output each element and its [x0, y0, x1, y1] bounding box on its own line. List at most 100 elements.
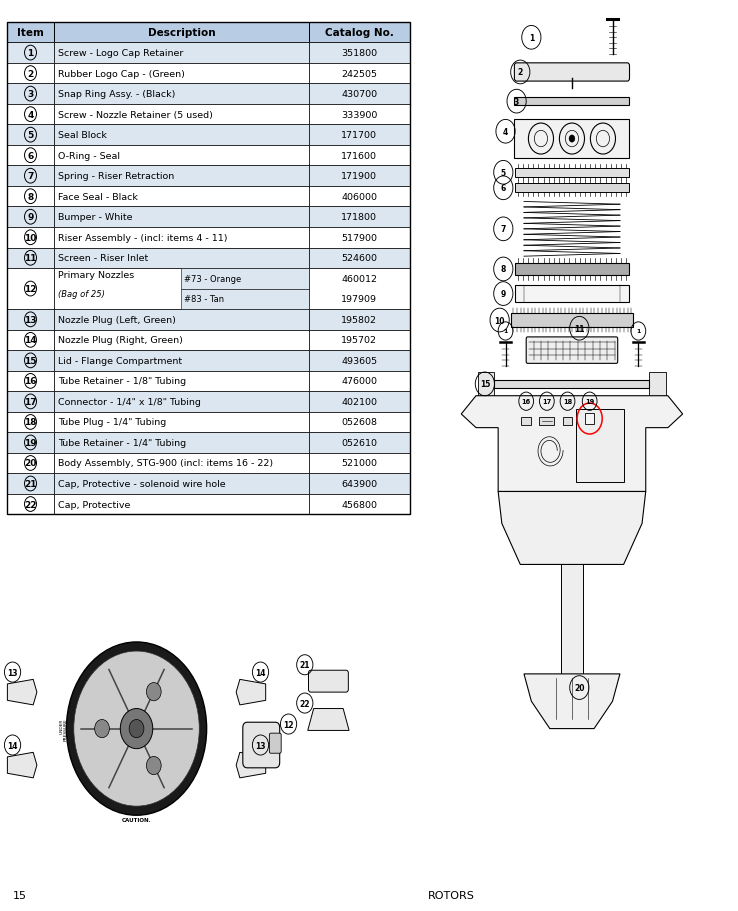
- Bar: [539, 417, 554, 425]
- Text: 21: 21: [24, 479, 37, 488]
- Bar: [514, 120, 629, 159]
- Text: 197909: 197909: [341, 295, 377, 304]
- Bar: [521, 417, 531, 425]
- Text: 406000: 406000: [341, 192, 377, 201]
- Text: 195702: 195702: [341, 336, 377, 345]
- Bar: [54, 84, 309, 105]
- Bar: [7, 269, 54, 310]
- Circle shape: [129, 720, 144, 738]
- Bar: [54, 187, 309, 207]
- Bar: [309, 146, 410, 166]
- Bar: [54, 453, 309, 474]
- Polygon shape: [236, 752, 266, 778]
- Text: O-Ring - Seal: O-Ring - Seal: [58, 151, 120, 160]
- Text: 13: 13: [7, 668, 18, 677]
- Polygon shape: [7, 680, 37, 705]
- Bar: [7, 23, 54, 43]
- Text: Nozzle Plug (Right, Green): Nozzle Plug (Right, Green): [58, 336, 183, 345]
- Bar: [54, 371, 309, 392]
- Bar: [7, 248, 54, 269]
- Text: Bumper - White: Bumper - White: [58, 213, 133, 222]
- Bar: [309, 23, 410, 43]
- Text: 242505: 242505: [341, 69, 377, 78]
- Text: ROTORS: ROTORS: [428, 890, 475, 900]
- Bar: [7, 412, 54, 433]
- Text: Face Seal - Black: Face Seal - Black: [58, 192, 138, 201]
- Text: 402100: 402100: [341, 397, 377, 406]
- Bar: [309, 64, 410, 84]
- Text: Screw - Logo Cap Retainer: Screw - Logo Cap Retainer: [58, 49, 184, 58]
- Bar: [7, 433, 54, 453]
- Text: Item: Item: [17, 28, 44, 38]
- Text: 476000: 476000: [341, 377, 377, 386]
- Text: 13: 13: [24, 315, 37, 324]
- Text: Screw - Nozzle Retainer (5 used): Screw - Nozzle Retainer (5 used): [58, 110, 213, 119]
- Text: 9: 9: [27, 213, 34, 222]
- Bar: [7, 351, 54, 371]
- Bar: [7, 23, 410, 515]
- Bar: [7, 43, 54, 64]
- Bar: [54, 248, 309, 269]
- Bar: [309, 412, 410, 433]
- Text: 2: 2: [517, 68, 523, 77]
- Text: 524600: 524600: [341, 254, 377, 263]
- FancyBboxPatch shape: [526, 337, 618, 363]
- Text: 11: 11: [574, 324, 584, 333]
- Bar: [309, 207, 410, 228]
- Bar: [7, 310, 54, 330]
- Bar: [54, 43, 309, 64]
- Bar: [54, 494, 309, 515]
- Circle shape: [94, 720, 109, 738]
- Bar: [309, 125, 410, 146]
- Text: Nozzle Plug (Left, Green): Nozzle Plug (Left, Green): [58, 315, 176, 324]
- Text: 171600: 171600: [341, 151, 377, 160]
- Text: 5: 5: [501, 169, 506, 178]
- Bar: [309, 84, 410, 105]
- Text: 10: 10: [494, 316, 505, 325]
- Text: Tube Retainer - 1/8" Tubing: Tube Retainer - 1/8" Tubing: [58, 377, 186, 386]
- Text: 430700: 430700: [341, 90, 377, 99]
- Text: Connector - 1/4" x 1/8" Tubing: Connector - 1/4" x 1/8" Tubing: [58, 397, 201, 406]
- Polygon shape: [236, 680, 266, 705]
- Text: 1: 1: [27, 49, 34, 58]
- Text: 19: 19: [585, 399, 594, 404]
- Bar: [7, 146, 54, 166]
- Bar: [309, 433, 410, 453]
- Polygon shape: [524, 674, 620, 729]
- Text: 8: 8: [500, 265, 506, 274]
- Text: 14: 14: [7, 741, 18, 750]
- Text: 11: 11: [24, 254, 37, 263]
- Text: 17: 17: [24, 397, 37, 406]
- Bar: [54, 310, 309, 330]
- Bar: [515, 263, 629, 276]
- FancyBboxPatch shape: [514, 64, 630, 82]
- Bar: [54, 166, 309, 187]
- Text: 460012: 460012: [341, 274, 377, 283]
- Text: 3: 3: [27, 90, 34, 99]
- Text: 14: 14: [24, 336, 37, 345]
- Bar: [54, 228, 309, 248]
- Polygon shape: [498, 492, 646, 565]
- Text: 15: 15: [13, 890, 27, 900]
- Text: 333900: 333900: [341, 110, 378, 119]
- Bar: [7, 166, 54, 187]
- Bar: [309, 392, 410, 412]
- Text: 7: 7: [500, 225, 506, 234]
- Text: 7: 7: [27, 172, 34, 181]
- Bar: [54, 146, 309, 166]
- Bar: [54, 392, 309, 412]
- Bar: [54, 412, 309, 433]
- Bar: [7, 207, 54, 228]
- Bar: [309, 351, 410, 371]
- Polygon shape: [7, 752, 37, 778]
- Bar: [7, 105, 54, 125]
- Text: 052608: 052608: [341, 418, 377, 427]
- Polygon shape: [308, 709, 349, 731]
- Circle shape: [146, 683, 161, 701]
- Bar: [7, 474, 54, 494]
- Text: Catalog No.: Catalog No.: [325, 28, 394, 38]
- Bar: [309, 187, 410, 207]
- Text: CAUTION.: CAUTION.: [122, 817, 151, 822]
- Bar: [515, 169, 629, 178]
- Text: 15: 15: [480, 380, 490, 389]
